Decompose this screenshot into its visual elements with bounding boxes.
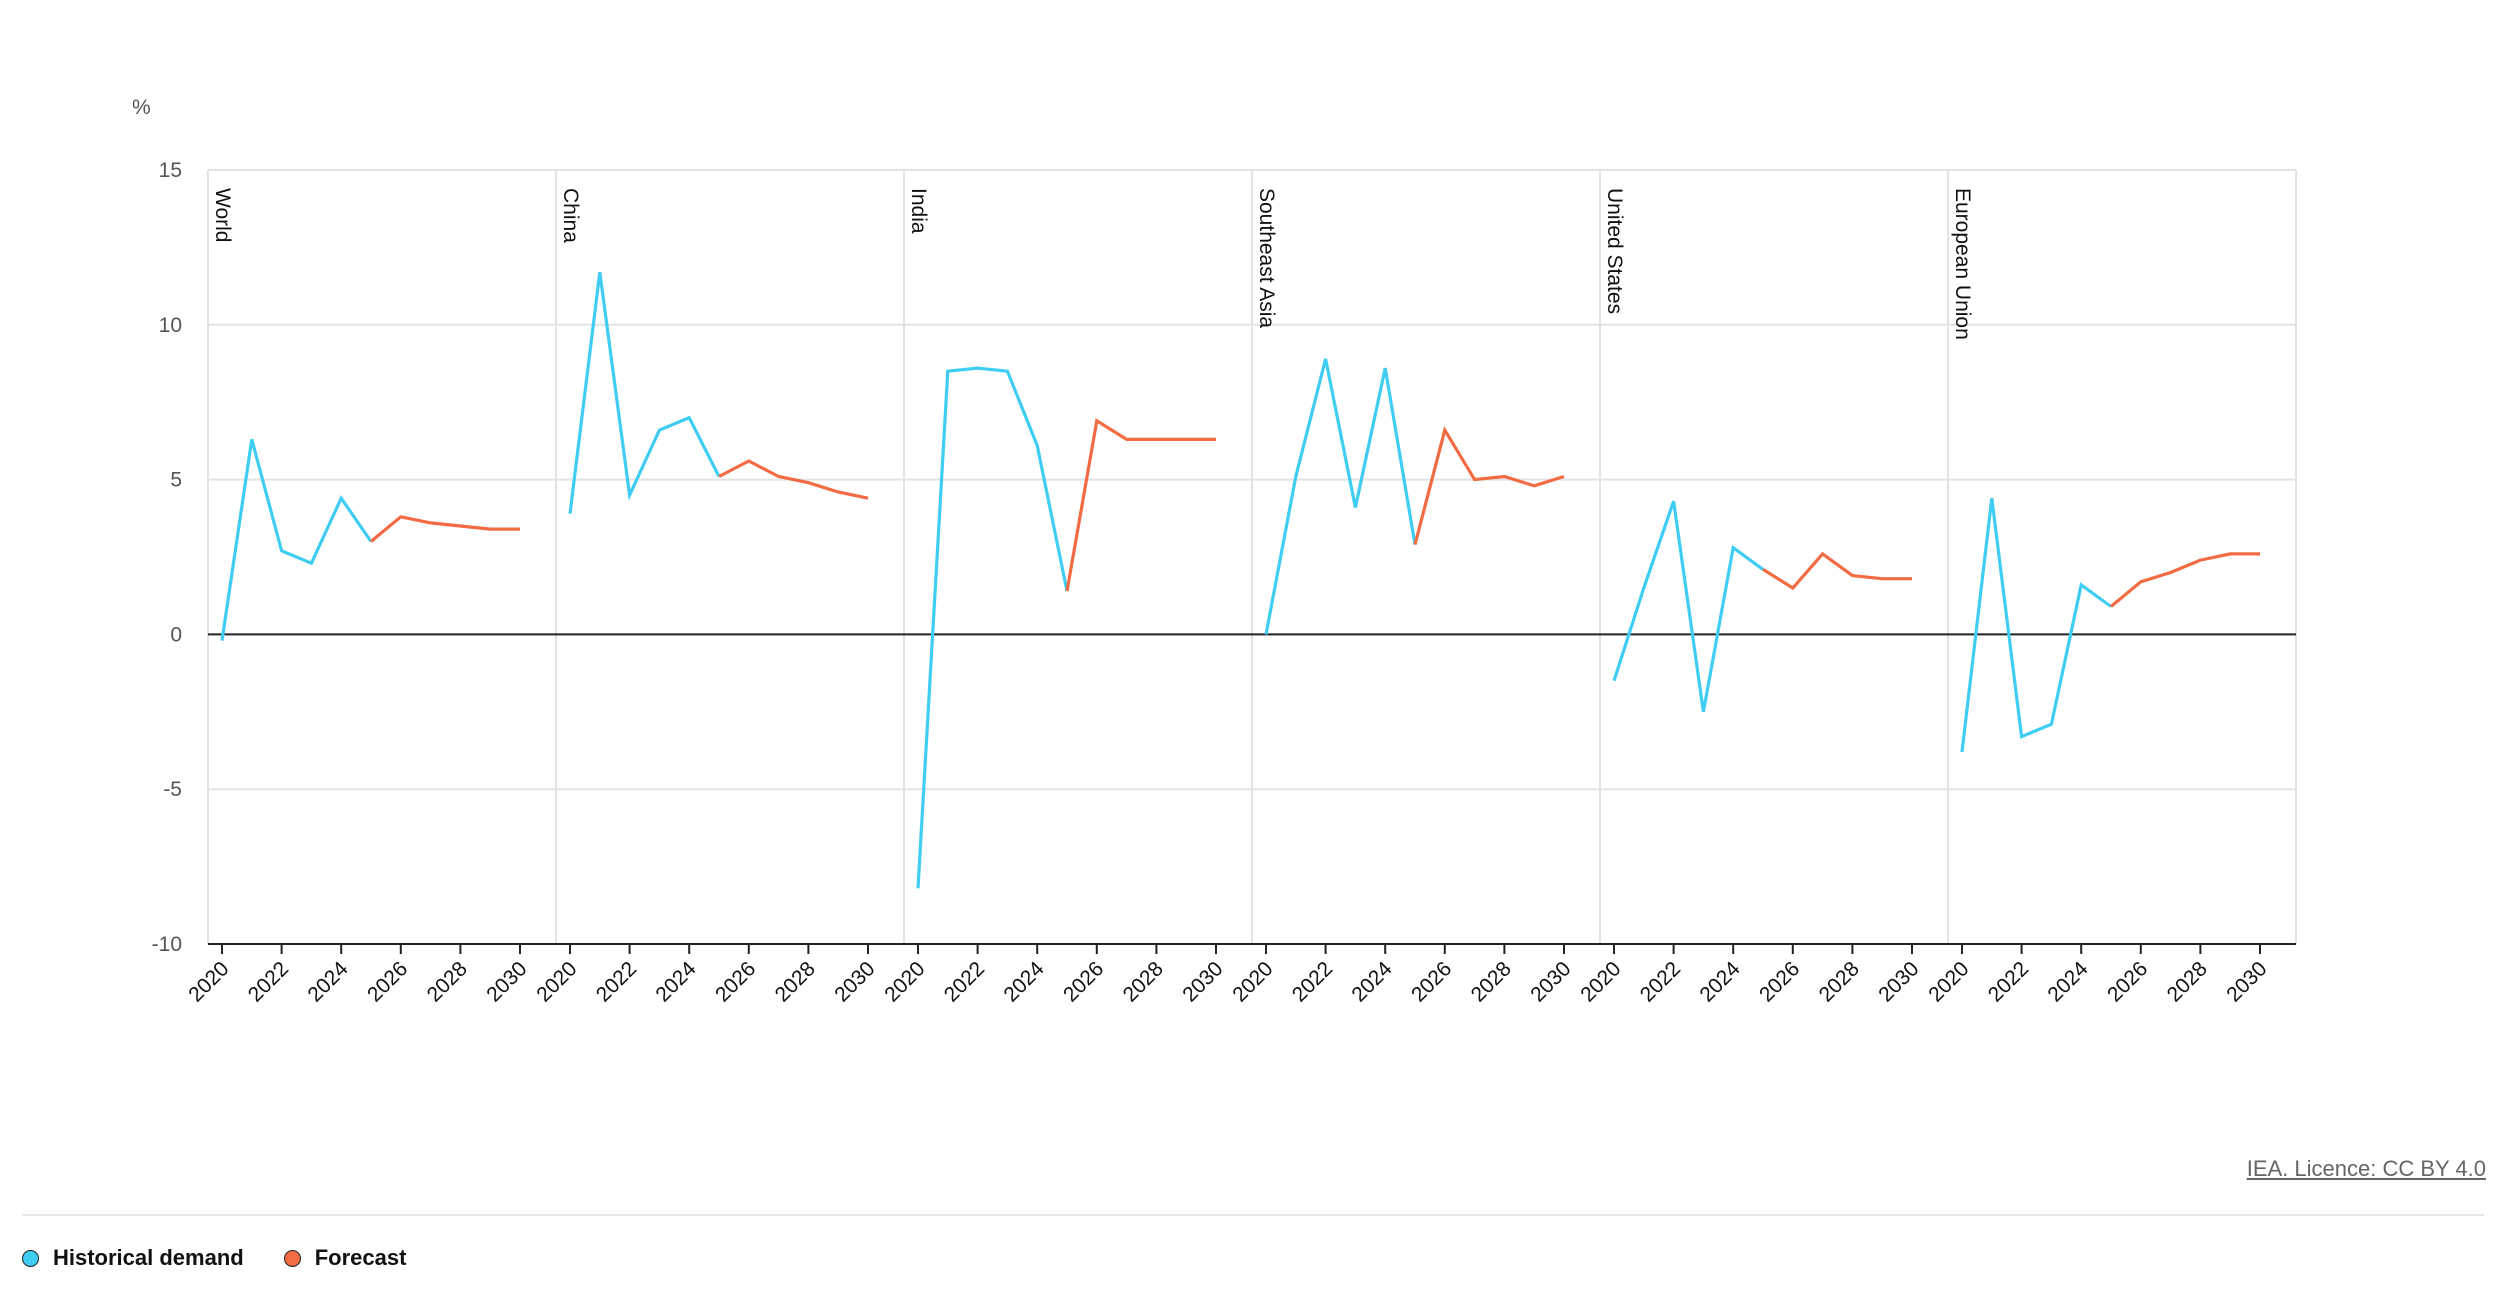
x-tick-label: 2020 — [1228, 957, 1277, 1006]
x-tick-label: 2026 — [1755, 957, 1804, 1006]
divider — [22, 1214, 2484, 1216]
legend-label-historical: Historical demand — [53, 1245, 244, 1270]
legend-label-forecast: Forecast — [314, 1245, 407, 1270]
licence-link[interactable]: IEA. Licence: CC BY 4.0 — [2246, 1156, 2486, 1181]
x-tick-label: 2024 — [303, 957, 353, 1007]
series-line-historical-european-union — [1960, 498, 2112, 753]
x-tick-label: 2028 — [2163, 957, 2212, 1006]
x-tick-label: 2022 — [940, 957, 989, 1006]
y-tick-label: 10 — [159, 314, 182, 337]
series-line-historical-china — [568, 271, 721, 514]
x-tick-label: 2024 — [1347, 957, 1397, 1007]
x-tick-label: 2022 — [592, 957, 641, 1006]
x-tick-label: 2020 — [880, 957, 929, 1006]
x-tick-label: 2028 — [1467, 957, 1516, 1006]
series-line-historical-india — [916, 366, 1069, 889]
legend-item-historical[interactable]: Historical demand — [22, 1245, 244, 1271]
x-tick-label: 2030 — [1874, 957, 1923, 1006]
x-tick-label: 2020 — [1924, 957, 1973, 1006]
x-tick-label: 2024 — [999, 957, 1049, 1007]
y-tick-label: 5 — [170, 469, 182, 492]
x-tick-label: 2028 — [1119, 957, 1168, 1006]
x-tick-label: 2022 — [1636, 957, 1685, 1006]
x-tick-label: 2026 — [711, 957, 760, 1006]
x-tick-label: 2030 — [1526, 957, 1575, 1006]
x-tick-label: 2020 — [1576, 957, 1625, 1006]
x-tick-label: 2024 — [1695, 957, 1745, 1007]
series-line-forecast-southeast-asia — [1413, 426, 1565, 546]
series-line-forecast-china — [718, 459, 869, 500]
x-tick-label: 2030 — [2222, 957, 2271, 1006]
x-tick-label: 2030 — [830, 957, 879, 1006]
y-tick-label: 15 — [159, 159, 182, 182]
x-tick-label: 2026 — [1407, 957, 1456, 1006]
legend-item-forecast[interactable]: Forecast — [283, 1245, 407, 1271]
y-axis-unit-label: % — [132, 96, 151, 119]
legend: Historical demand Forecast — [22, 1245, 406, 1271]
x-tick-label: 2026 — [1059, 957, 1108, 1006]
series-line-forecast-india — [1065, 418, 1216, 592]
series-line-historical-world — [220, 438, 373, 641]
panel-title-european-union: European Union — [1951, 188, 1974, 340]
series-line-forecast-world — [369, 515, 520, 543]
x-tick-label: 2026 — [363, 957, 412, 1006]
x-tick-label: 2022 — [1984, 957, 2033, 1006]
x-tick-label: 2028 — [771, 957, 820, 1006]
legend-swatch-historical — [22, 1249, 39, 1267]
x-tick-label: 2024 — [2043, 957, 2093, 1007]
legend-swatch-forecast — [283, 1249, 301, 1267]
x-tick-label: 2028 — [1815, 957, 1864, 1006]
x-tick-label: 2022 — [1288, 957, 1337, 1006]
panel-title-world: World — [211, 188, 234, 242]
x-tick-label: 2020 — [184, 957, 233, 1006]
x-tick-label: 2026 — [2103, 957, 2152, 1006]
x-tick-label: 2030 — [1178, 957, 1227, 1006]
y-tick-label: 0 — [170, 623, 182, 646]
panel-title-china: China — [559, 188, 582, 243]
y-tick-label: -10 — [152, 933, 182, 956]
panel-title-india: India — [907, 188, 930, 234]
x-tick-label: 2028 — [423, 957, 472, 1006]
panel-title-southeast-asia: Southeast Asia — [1255, 188, 1278, 328]
panel-title-united-states: United States — [1603, 188, 1626, 314]
series-line-historical-southeast-asia — [1264, 358, 1417, 635]
y-tick-label: -5 — [163, 778, 182, 801]
x-tick-label: 2030 — [482, 957, 531, 1006]
x-tick-label: 2020 — [532, 957, 581, 1006]
series-line-forecast-united-states — [1762, 551, 1912, 591]
series-line-historical-united-states — [1612, 500, 1764, 713]
x-tick-label: 2022 — [244, 957, 293, 1006]
x-tick-label: 2024 — [651, 957, 701, 1007]
series-line-forecast-european-union — [2109, 552, 2260, 608]
